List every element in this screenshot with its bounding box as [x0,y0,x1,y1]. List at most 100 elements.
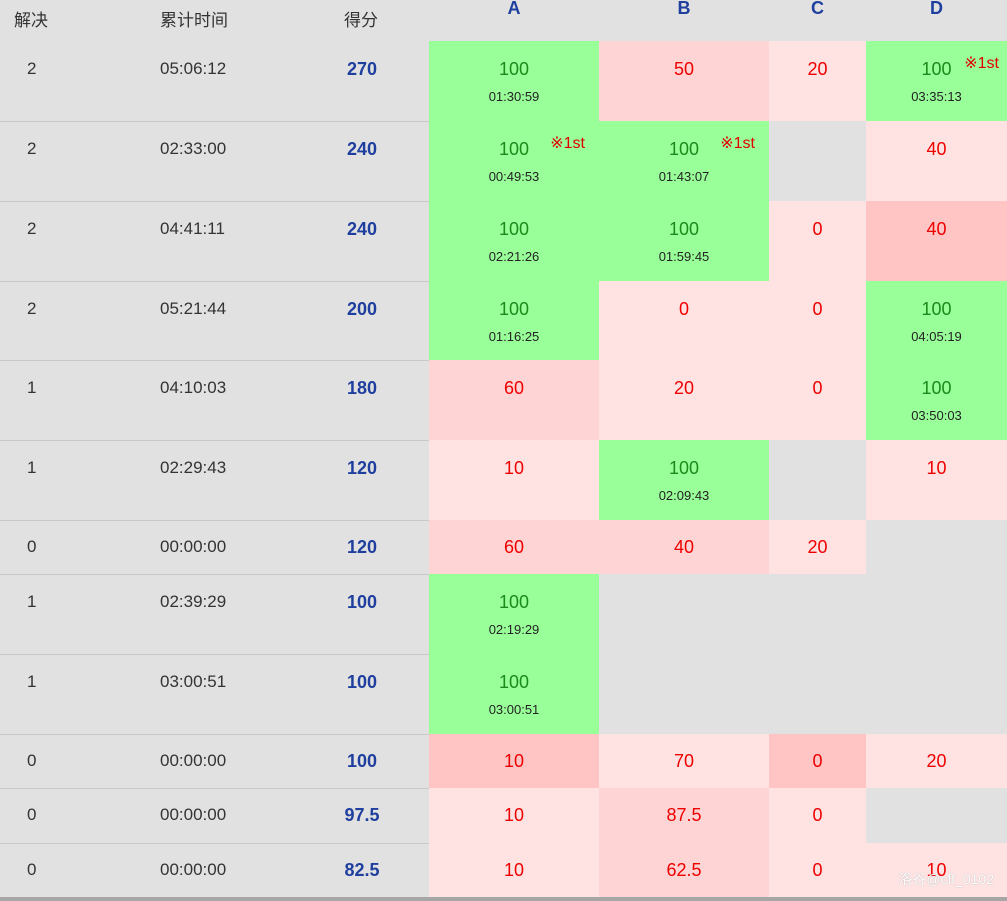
problem-cell-b[interactable]: 20 [599,360,769,440]
first-blood-badge: ※1st [720,135,755,152]
solve-time: 01:30:59 [488,89,540,104]
problem-cell-d[interactable]: 40 [866,121,1007,201]
total-time: 05:06:12 [160,59,227,78]
total-score: 120 [346,458,378,478]
problem-score: 100 [921,378,952,398]
problem-score: 10 [926,860,947,880]
problem-score: 100 [498,592,530,612]
problem-cell-d[interactable]: 40 [866,201,1007,281]
problem-cell-a[interactable]: 10 [429,788,599,843]
problem-score: 20 [673,378,695,398]
first-blood-badge: ※1st [550,135,585,152]
problem-cell-b[interactable]: 50 [599,41,769,121]
problem-cell-c[interactable]: 0 [769,788,866,843]
header-solved-label: 解决 [14,11,48,30]
problem-score: 20 [807,537,828,557]
row-divider [0,734,429,735]
problem-cell-a[interactable]: 10 [429,843,599,897]
row-divider [0,843,429,844]
problem-cell-b[interactable]: 87.5 [599,788,769,843]
problem-score: 100 [498,299,530,319]
solved-count: 0 [27,751,37,770]
problem-score: 62.5 [666,860,702,880]
problem-score: 100 [668,458,700,478]
problem-cell-d[interactable]: 10 [866,440,1007,520]
problem-cell-a[interactable]: 100 02:21:26 [429,201,599,281]
total-score: 100 [346,751,378,771]
table-row: 2 05:21:44 200 100 01:16:25 0 0 100 04:05:19 [0,281,1007,360]
problem-cell-a[interactable]: 100 02:19:29 [429,574,599,654]
table-row: 0 00:00:00 82.5 10 62.5 0 10 [0,843,1007,897]
problem-cell-b[interactable]: 40 [599,520,769,574]
problem-cell-d[interactable]: 100 04:05:19 [866,281,1007,360]
solved-count: 1 [27,592,37,611]
table-row: 1 02:29:43 120 10 100 02:09:43 10 [0,440,1007,520]
total-time: 00:00:00 [160,860,227,879]
problem-cell-b[interactable]: 62.5 [599,843,769,897]
problem-cell-b[interactable]: 100 01:43:07 ※1st [599,121,769,201]
problem-score: 0 [812,299,823,319]
problem-cell-b[interactable]: 100 01:59:45 [599,201,769,281]
problem-cell-b[interactable]: 100 02:09:43 [599,440,769,520]
problem-cell-c[interactable]: 0 [769,201,866,281]
table-row: 1 03:00:51 100 100 03:00:51 [0,654,1007,734]
problem-cell-c[interactable]: 0 [769,843,866,897]
problem-cell-d[interactable]: 100 03:50:03 [866,360,1007,440]
header-problem-d[interactable]: D [930,0,943,18]
problem-cell-a[interactable]: 10 [429,734,599,788]
problem-cell-b[interactable]: 70 [599,734,769,788]
header-problem-b[interactable]: B [677,0,691,18]
problem-cell-c[interactable]: 0 [769,360,866,440]
problem-cell-a[interactable]: 100 01:30:59 [429,41,599,121]
problem-score: 100 [498,672,530,692]
problem-score: 60 [503,378,525,398]
problem-cell-c[interactable]: 20 [769,520,866,574]
problem-cell-b[interactable]: 0 [599,281,769,360]
header-solved: 解决 [14,0,74,40]
problem-cell-c[interactable]: 0 [769,281,866,360]
total-time: 00:00:00 [160,537,227,556]
problem-score: 40 [673,537,695,557]
header-problem-a[interactable]: A [507,0,521,18]
solve-time: 03:50:03 [911,408,962,423]
problem-cell-c[interactable]: 0 [769,734,866,788]
solve-time: 02:21:26 [488,249,540,264]
problem-cell-d[interactable]: 100 03:35:13 ※1st [866,41,1007,121]
problem-cell-d[interactable]: 20 [866,734,1007,788]
table-row: 1 04:10:03 180 60 20 0 100 03:50:03 [0,360,1007,440]
problem-cell-c[interactable]: 20 [769,41,866,121]
problem-cell-a[interactable]: 60 [429,520,599,574]
problem-cell-d[interactable]: 10 [866,843,1007,897]
problem-score: 100 [668,219,700,239]
solved-count: 1 [27,672,37,691]
solve-time: 01:43:07 [658,169,710,184]
total-score: 82.5 [344,860,380,880]
total-score: 240 [346,139,378,159]
problem-score: 20 [807,59,828,79]
problem-cell-a[interactable]: 100 01:16:25 [429,281,599,360]
problem-cell-a[interactable]: 10 [429,440,599,520]
problem-score: 40 [926,219,947,239]
solved-count: 2 [27,219,37,238]
table-row: 0 00:00:00 100 10 70 0 20 [0,734,1007,788]
total-score: 97.5 [344,805,380,825]
solve-time: 02:09:43 [658,488,710,503]
solved-count: 2 [27,59,37,78]
problem-cell-a[interactable]: 100 00:49:53 ※1st [429,121,599,201]
problem-cell-a[interactable]: 100 03:00:51 [429,654,599,734]
header-problem-c[interactable]: C [811,0,824,18]
total-score: 120 [346,537,378,557]
solve-time: 03:00:51 [488,702,540,717]
problem-score: 0 [812,860,823,880]
problem-score: 0 [678,299,689,319]
header-time: 累计时间 [160,0,260,40]
problem-score: 20 [926,751,947,771]
solved-count: 0 [27,537,37,556]
problem-score: 0 [812,751,823,771]
problem-score: 10 [926,458,947,478]
solved-count: 1 [27,458,37,477]
problem-cell-a[interactable]: 60 [429,360,599,440]
problem-score: 10 [503,458,525,478]
total-time: 00:00:00 [160,751,227,770]
solve-time: 04:05:19 [911,329,962,344]
